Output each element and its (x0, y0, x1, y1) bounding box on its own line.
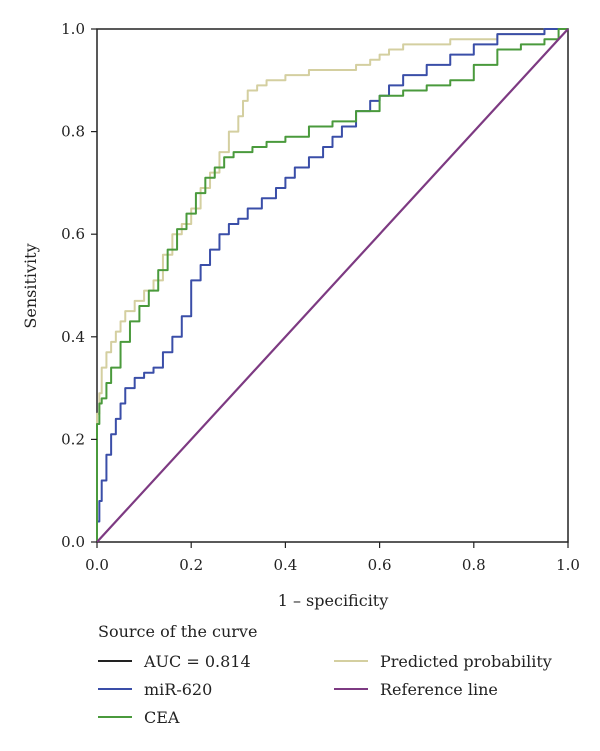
y-tick-label: 1.0 (61, 20, 85, 38)
legend-item-mir620: miR-620 (98, 678, 212, 700)
legend-swatch-reference (334, 688, 368, 690)
series-line-mir-620 (96, 28, 568, 542)
x-axis-title: 1 – specificity (278, 591, 389, 610)
y-tick-label: 0.8 (61, 123, 85, 141)
legend-label-predicted: Predicted probability (380, 651, 552, 671)
x-tick-label: 1.0 (556, 556, 580, 574)
series-line-reference-line (96, 28, 569, 543)
y-tick-label: 0.2 (61, 430, 85, 448)
y-tick-label: 0.4 (61, 328, 85, 346)
plot-area (96, 28, 569, 543)
y-axis: 0.0 0.2 0.4 0.6 0.8 1.0 (61, 20, 97, 551)
series-layer (96, 28, 569, 543)
plot-frame (96, 28, 569, 543)
series-line-cea (96, 28, 568, 542)
legend-swatch-mir620 (98, 688, 132, 690)
y-tick-label: 0.0 (61, 533, 85, 551)
x-axis: 0.0 0.2 0.4 0.6 0.8 1.0 (85, 542, 580, 574)
x-tick-label: 0.8 (462, 556, 486, 574)
legend-swatch-predicted (334, 660, 368, 662)
legend-label-auc: AUC = 0.814 (144, 651, 251, 671)
legend-label-mir620: miR-620 (144, 679, 213, 699)
x-tick-label: 0.0 (85, 556, 109, 574)
legend-swatch-auc (98, 660, 132, 662)
legend: Source of the curve AUC = 0.814 miR-620 … (98, 620, 578, 740)
legend-label-cea: CEA (144, 707, 180, 727)
legend-label-reference: Reference line (380, 679, 498, 699)
series-line-predicted-probability (96, 28, 568, 542)
legend-item-reference: Reference line (334, 678, 498, 700)
legend-item-predicted: Predicted probability (334, 650, 552, 672)
y-tick-label: 0.6 (61, 225, 85, 243)
roc-chart: 0.0 0.2 0.4 0.6 0.8 1.0 0.0 0.2 0.4 0.6 0.8 1.0 1 … (21, 20, 580, 610)
legend-swatch-cea (98, 716, 132, 718)
legend-title: Source of the curve (98, 622, 258, 641)
y-axis-title: Sensitivity (21, 243, 40, 328)
x-tick-label: 0.6 (368, 556, 392, 574)
x-tick-label: 0.4 (273, 556, 297, 574)
x-tick-label: 0.2 (179, 556, 203, 574)
legend-item-auc: AUC = 0.814 (98, 650, 251, 672)
legend-item-cea: CEA (98, 706, 179, 728)
